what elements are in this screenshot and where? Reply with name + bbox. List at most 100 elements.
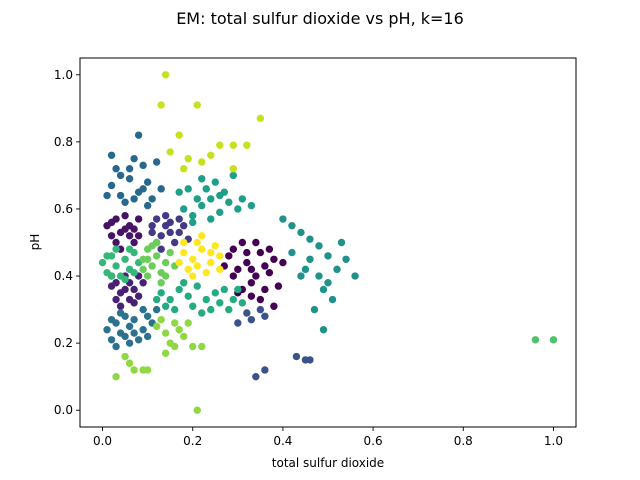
data-point-cluster-0-1 [234, 265, 242, 274]
data-point-cluster-8-8 [202, 185, 210, 193]
data-point-cluster-9-5 [202, 295, 210, 304]
data-point-cluster-13-9 [198, 342, 206, 351]
data-point-cluster-13-16 [170, 342, 179, 351]
data-point-cluster-3-14 [152, 215, 161, 223]
x-axis-label: total sulfur dioxide [272, 456, 384, 470]
data-point-cluster-9-14 [198, 309, 206, 317]
data-point-cluster-7-14 [310, 305, 319, 314]
data-point-cluster-0-19 [229, 272, 238, 280]
data-point-cluster-14-13 [198, 158, 206, 166]
data-point-cluster-15-8 [211, 242, 219, 250]
data-point-cluster-5-15 [139, 305, 147, 314]
y-tick-label-5: 1.0 [54, 68, 73, 82]
data-point-cluster-2-7 [139, 279, 147, 287]
data-point-cluster-7-18 [301, 265, 310, 274]
data-point-cluster-15-12 [207, 248, 215, 257]
data-point-cluster-7-16 [288, 248, 296, 257]
data-point-cluster-8-12 [238, 195, 247, 203]
x-tick-label-5: 1.0 [544, 434, 563, 448]
data-point-cluster-6-2 [125, 175, 134, 183]
data-point-cluster-10-14 [125, 245, 134, 253]
data-point-cluster-1-6 [130, 238, 138, 247]
y-axis-label: pH [28, 234, 42, 251]
data-point-cluster-8-18 [207, 195, 215, 203]
data-point-cluster-5-7 [125, 322, 134, 331]
data-point-cluster-1-3 [134, 232, 143, 240]
data-point-cluster-3-8 [157, 245, 165, 253]
data-point-cluster-8-7 [193, 195, 201, 203]
data-point-cluster-8-6 [234, 205, 242, 213]
data-point-cluster-13-3 [180, 332, 188, 341]
data-point-cluster-7-6 [333, 265, 341, 274]
data-point-cluster-0-21 [270, 302, 278, 310]
data-point-cluster-5-8 [134, 336, 143, 344]
data-point-cluster-1-12 [112, 215, 120, 223]
data-point-cluster-15-7 [202, 268, 210, 277]
data-point-cluster-1-9 [107, 232, 116, 240]
data-point-cluster-8-17 [189, 218, 197, 227]
data-point-cluster-6-14 [116, 171, 125, 180]
data-point-cluster-7-19 [324, 279, 332, 287]
data-point-cluster-6-10 [148, 195, 156, 203]
data-point-cluster-2-13 [112, 279, 120, 287]
data-point-cluster-15-3 [207, 258, 215, 267]
data-point-cluster-14-11 [229, 165, 238, 173]
data-point-cluster-0-6 [247, 279, 256, 287]
data-point-cluster-12-10 [157, 279, 165, 287]
data-point-cluster-14-0 [161, 71, 170, 79]
data-point-cluster-0-4 [261, 262, 269, 270]
data-point-cluster-1-13 [130, 225, 138, 233]
data-point-cluster-13-2 [170, 319, 179, 327]
data-point-cluster-6-8 [107, 151, 116, 159]
data-point-cluster-9-15 [216, 299, 224, 307]
data-point-cluster-6-5 [112, 165, 120, 173]
data-point-cluster-5-3 [130, 315, 138, 324]
data-point-cluster-7-13 [328, 295, 337, 304]
data-point-cluster-13-18 [143, 366, 152, 374]
data-point-cluster-15-15 [193, 262, 201, 270]
data-point-cluster-1-14 [103, 222, 111, 230]
data-point-cluster-0-20 [256, 295, 265, 304]
data-point-cluster-15-10 [189, 272, 197, 280]
data-point-cluster-9-3 [184, 292, 192, 300]
data-point-cluster-10-13 [107, 272, 116, 280]
data-point-cluster-15-11 [198, 232, 206, 240]
data-point-cluster-7-5 [324, 252, 332, 260]
x-tick-label-4: 0.8 [454, 434, 473, 448]
data-point-cluster-7-10 [306, 255, 314, 263]
data-point-cluster-5-19 [143, 332, 152, 341]
data-point-cluster-14-8 [207, 151, 215, 159]
data-point-cluster-10-10 [121, 275, 129, 284]
data-point-cluster-5-11 [152, 305, 161, 314]
data-point-cluster-6-15 [134, 131, 143, 139]
y-tick-label-2: 0.4 [54, 269, 73, 283]
data-point-cluster-0-9 [256, 248, 265, 257]
data-point-cluster-13-0 [152, 322, 161, 331]
data-point-cluster-0-17 [279, 258, 287, 267]
data-point-cluster-0-2 [243, 258, 251, 267]
data-point-cluster-6-9 [121, 198, 129, 206]
data-point-cluster-0-0 [225, 252, 233, 260]
data-point-cluster-1-10 [134, 215, 143, 223]
data-point-cluster-0-7 [229, 245, 238, 253]
data-point-cluster-6-16 [125, 165, 134, 173]
data-point-cluster-4-9 [243, 309, 251, 317]
data-point-cluster-6-4 [143, 178, 152, 186]
data-point-cluster-5-18 [125, 339, 134, 347]
data-point-cluster-12-2 [148, 262, 156, 270]
data-point-cluster-0-5 [270, 255, 278, 263]
data-point-cluster-4-1 [261, 312, 269, 320]
y-axis-ticks: 0.0 0.2 0.4 0.6 0.8 1.0 [54, 68, 80, 417]
data-point-cluster-7-9 [337, 238, 346, 247]
data-point-cluster-8-13 [247, 201, 256, 210]
data-point-cluster-15-1 [189, 255, 197, 263]
data-point-cluster-4-2 [247, 315, 256, 324]
data-point-cluster-13-15 [161, 349, 170, 357]
y-tick-label-1: 0.2 [54, 336, 73, 350]
data-point-cluster-8-3 [207, 215, 215, 223]
data-point-cluster-7-11 [297, 272, 305, 280]
data-point-cluster-14-3 [175, 131, 183, 139]
data-point-cluster-6-12 [130, 195, 138, 203]
